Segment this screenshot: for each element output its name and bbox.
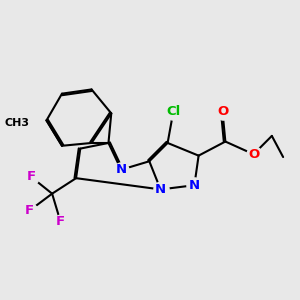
Text: O: O	[217, 106, 228, 118]
Text: Cl: Cl	[166, 106, 180, 118]
Text: CH3: CH3	[4, 118, 29, 128]
Text: F: F	[26, 170, 36, 183]
Text: F: F	[56, 215, 65, 228]
Text: F: F	[25, 204, 34, 217]
Text: O: O	[248, 148, 259, 161]
Text: N: N	[116, 163, 127, 176]
Text: N: N	[189, 179, 200, 192]
Text: N: N	[155, 183, 166, 196]
